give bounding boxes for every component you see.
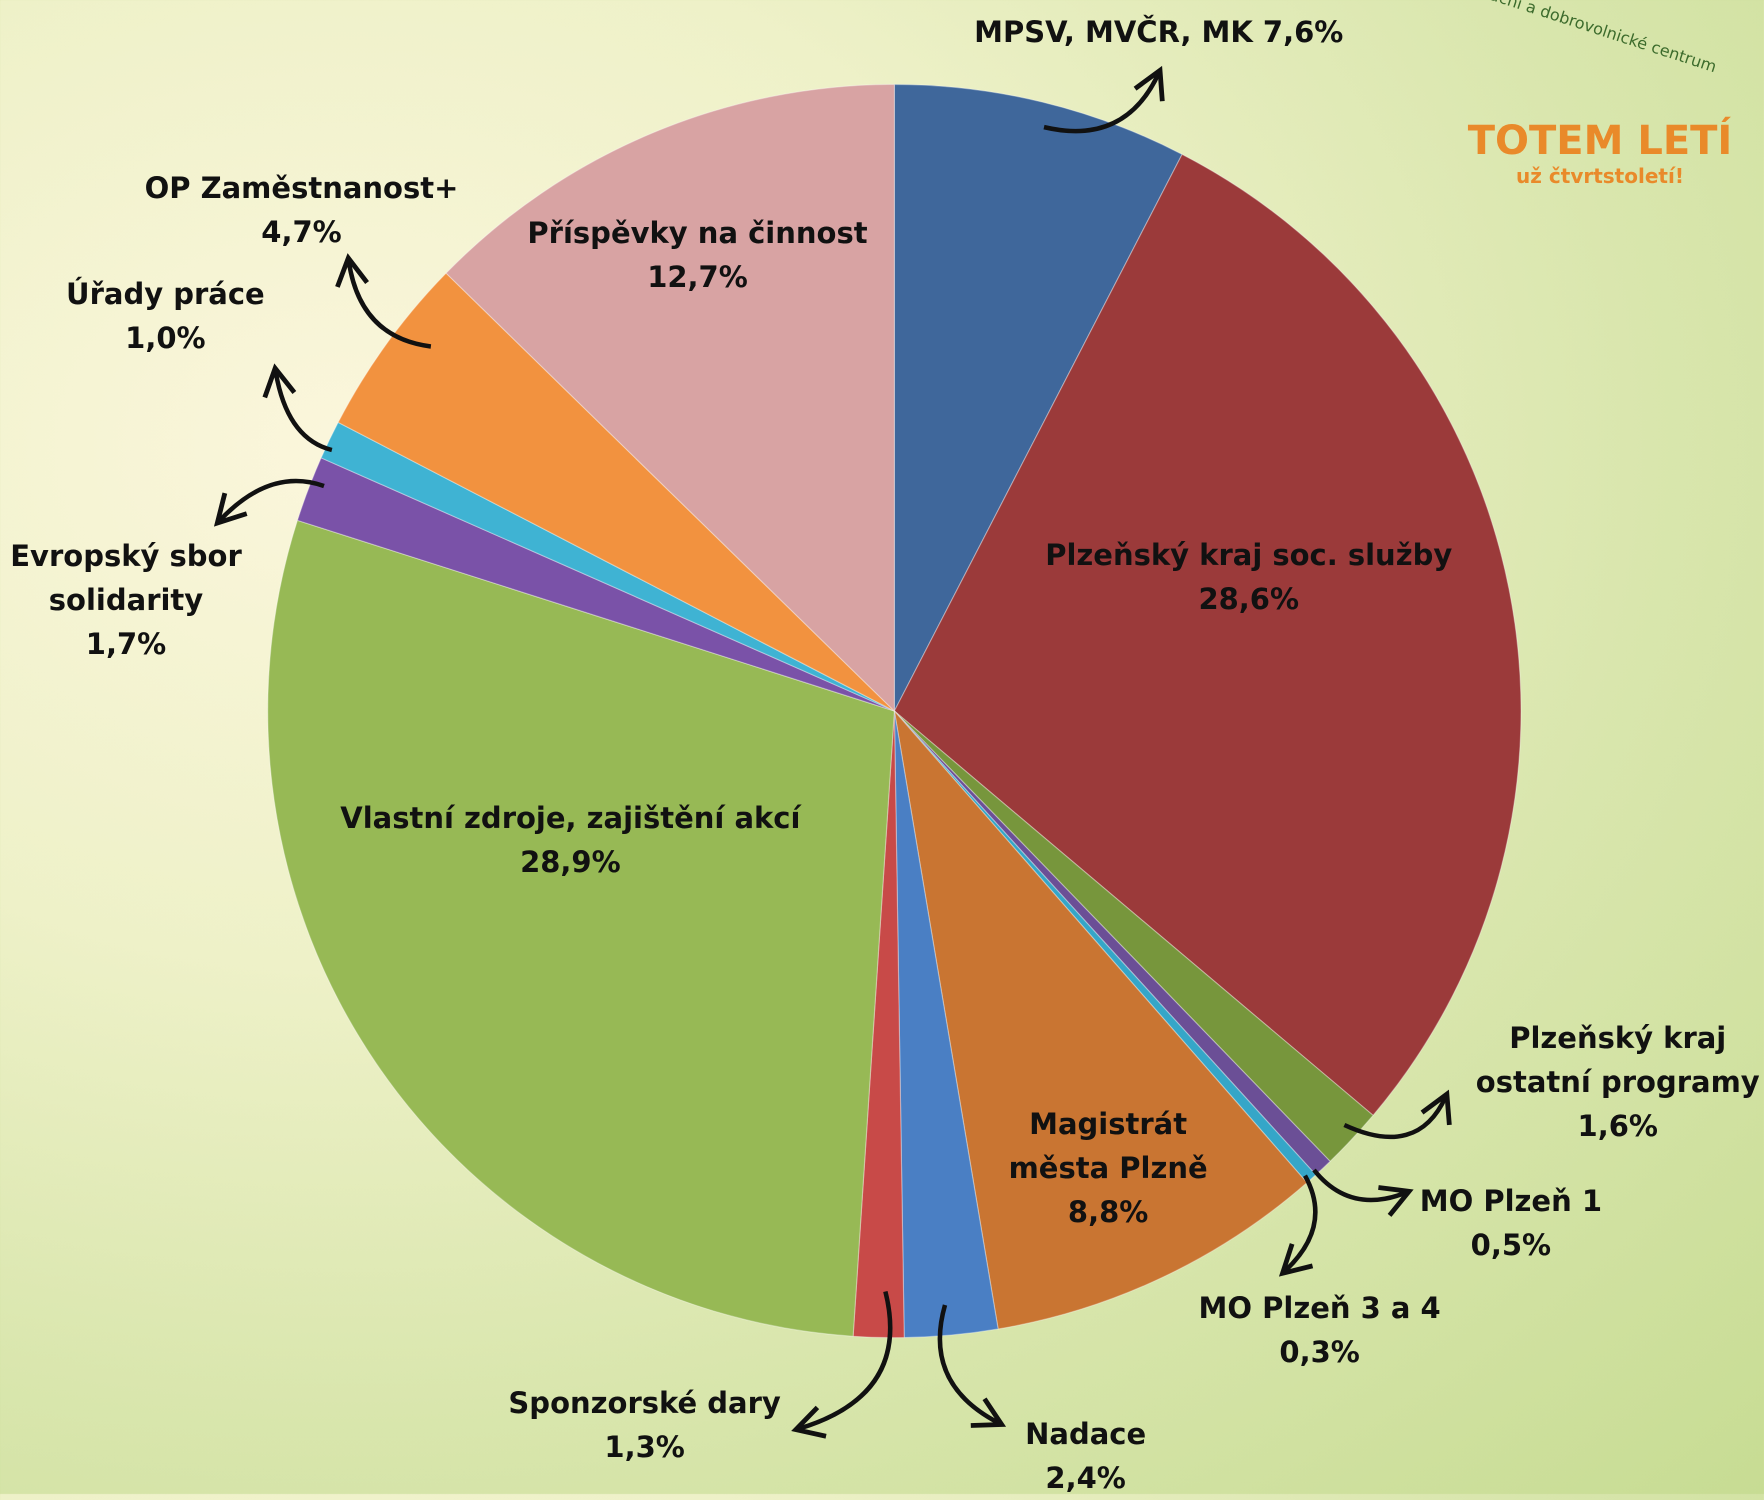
slice-label: OP Zaměstnanost+ 4,7% xyxy=(110,166,493,254)
slice-label: MPSV, MVČR, MK 7,6% xyxy=(765,10,1553,54)
value-label: 8,8% xyxy=(984,1190,1232,1234)
slice-label: Příspěvky na činnost 12,7% xyxy=(484,211,912,299)
value-label: 12,7% xyxy=(484,255,912,299)
page: {"chart_data":{"type":"pie", "categories… xyxy=(0,0,1764,1494)
slice-label: Plzeňský kraj ostatní programy 1,6% xyxy=(1449,1016,1764,1148)
category-name: Příspěvky na činnost xyxy=(527,216,867,250)
slice-label: Magistrát města Plzně 8,8% xyxy=(984,1102,1232,1234)
value-label: 1,0% xyxy=(30,316,300,360)
category-name: Magistrát města Plzně xyxy=(1009,1107,1208,1185)
category-name: Úřady práce xyxy=(66,277,265,311)
category-name: MO Plzeň 1 xyxy=(1420,1184,1602,1218)
arrow xyxy=(276,371,332,450)
value-label: 0,5% xyxy=(1387,1223,1635,1267)
slice-label: Nadace 2,4% xyxy=(973,1412,1198,1500)
category-name: Nadace xyxy=(1025,1417,1146,1451)
value-label: 4,7% xyxy=(110,210,493,254)
slice-label: Plzeňský kraj soc. služby 28,6% xyxy=(1013,533,1486,621)
slice-label: Vlastní zdroje, zajištění akcí 28,9% xyxy=(278,796,863,884)
category-name: MO Plzeň 3 a 4 xyxy=(1199,1291,1441,1325)
slice-label: MO Plzeň 1 0,5% xyxy=(1387,1179,1635,1267)
value-label: 1,6% xyxy=(1449,1104,1764,1148)
category-name: Plzeňský kraj soc. služby xyxy=(1045,538,1452,572)
logo-tagline: už čtvrtstoletí! xyxy=(1516,164,1684,188)
category-name: Vlastní zdroje, zajištění akcí xyxy=(340,801,800,835)
category-name: Evropský sbor solidarity xyxy=(10,539,242,617)
value-label: 1,7% xyxy=(0,622,261,666)
slice-label: MO Plzeň 3 a 4 0,3% xyxy=(1173,1286,1466,1374)
category-name: OP Zaměstnanost+ xyxy=(145,171,459,205)
slice-label: Sponzorské dary 1,3% xyxy=(476,1381,814,1469)
value-label: 0,3% xyxy=(1173,1330,1466,1374)
value-label: 7,6% xyxy=(1263,15,1343,49)
value-label: 28,6% xyxy=(1013,577,1486,621)
category-name: Plzeňský kraj ostatní programy xyxy=(1476,1021,1760,1099)
slice-label: Evropský sbor solidarity 1,7% xyxy=(0,534,261,666)
slice-label: Úřady práce 1,0% xyxy=(30,272,300,360)
logo-name: TOTEM LETÍ xyxy=(1468,118,1733,164)
category-name: MPSV, MVČR, MK xyxy=(974,15,1253,49)
category-name: Sponzorské dary xyxy=(508,1386,780,1420)
value-label: 2,4% xyxy=(973,1456,1198,1500)
value-label: 28,9% xyxy=(278,840,863,884)
value-label: 1,3% xyxy=(476,1425,814,1469)
